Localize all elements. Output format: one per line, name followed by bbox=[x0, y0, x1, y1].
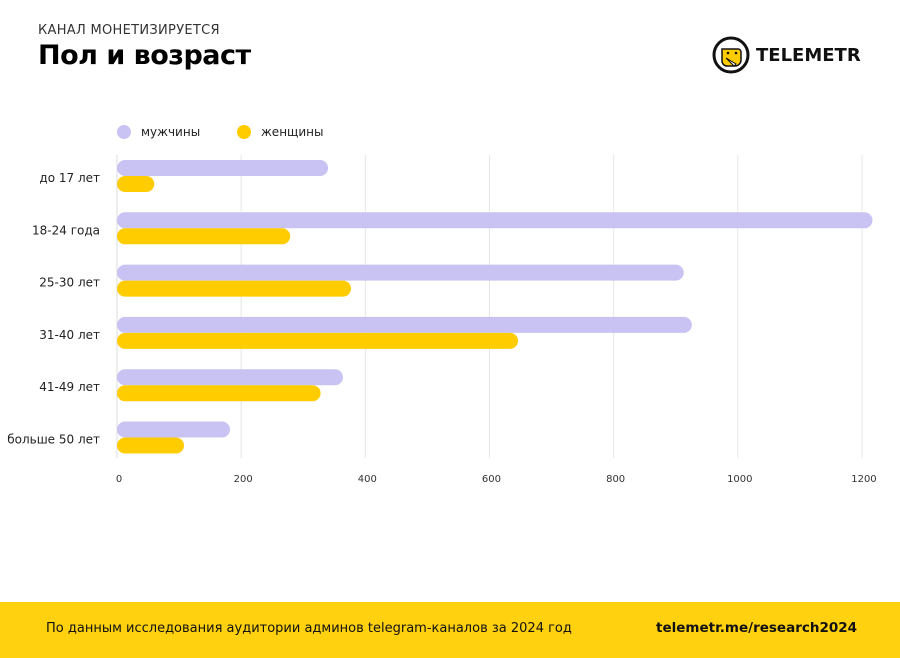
bar-men bbox=[117, 212, 873, 229]
legend-marker bbox=[237, 125, 251, 139]
bar-men bbox=[117, 264, 684, 281]
footer: По данным исследования аудитории админов… bbox=[0, 602, 900, 658]
x-tick-label: 1200 bbox=[851, 474, 876, 485]
category-label: 31-40 лет bbox=[39, 328, 100, 342]
telemetr-logo: TELEMETR bbox=[712, 36, 861, 74]
category-label: 25-30 лет bbox=[39, 276, 100, 290]
bar-women bbox=[117, 176, 155, 192]
logo-text: TELEMETR bbox=[756, 44, 861, 66]
category-label: 41-49 лет bbox=[39, 380, 100, 394]
bar-men bbox=[117, 421, 230, 438]
bar-men bbox=[117, 369, 343, 386]
legend-label: женщины bbox=[261, 125, 323, 139]
page-title: Пол и возраст bbox=[38, 40, 251, 71]
x-tick-label: 800 bbox=[606, 474, 625, 485]
category-label: до 17 лет bbox=[39, 171, 100, 185]
category-label: больше 50 лет bbox=[7, 433, 100, 447]
x-tick-label: 0 bbox=[116, 474, 122, 485]
footer-note: По данным исследования аудитории админов… bbox=[46, 621, 572, 636]
bar-women bbox=[117, 228, 291, 245]
x-tick-label: 600 bbox=[482, 474, 501, 485]
bar-chart: 0 200 400 600 800 1000 1200 до 17 лет 18-24 года… bbox=[7, 125, 877, 485]
bar-women bbox=[117, 332, 519, 349]
subtitle: КАНАЛ МОНЕТИЗИРУЕТСЯ bbox=[38, 23, 220, 38]
bar-women bbox=[117, 280, 352, 297]
x-tick-label: 200 bbox=[234, 474, 253, 485]
bar-women bbox=[117, 437, 185, 454]
telemetr-logo-icon bbox=[712, 36, 750, 74]
bar-men bbox=[117, 160, 329, 176]
category-label: 18-24 года bbox=[32, 223, 100, 237]
x-tick-label: 1000 bbox=[727, 474, 752, 485]
x-tick-label: 400 bbox=[358, 474, 377, 485]
legend-marker bbox=[117, 125, 131, 139]
legend-label: мужчины bbox=[141, 125, 200, 139]
footer-link[interactable]: telemetr.me/research2024 bbox=[656, 620, 858, 636]
bar-men bbox=[117, 316, 692, 333]
bar-women bbox=[117, 385, 321, 402]
